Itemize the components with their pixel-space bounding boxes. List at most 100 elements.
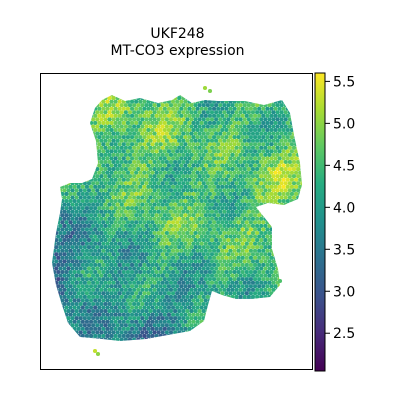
expression-spot	[130, 149, 135, 154]
expression-spot	[146, 120, 151, 125]
expression-spot	[150, 128, 155, 133]
expression-spot	[121, 120, 126, 125]
expression-spot	[91, 124, 96, 129]
expression-spot	[220, 113, 225, 118]
expression-spot	[218, 138, 223, 143]
expression-spot	[160, 138, 165, 143]
expression-spot	[203, 149, 208, 154]
expression-spot	[269, 128, 274, 133]
expression-spot	[246, 124, 251, 129]
expression-spot	[158, 149, 163, 154]
expression-spot	[115, 110, 120, 115]
expression-spot	[164, 152, 169, 157]
expression-spot	[228, 128, 233, 133]
expression-spot	[99, 117, 104, 122]
expression-spot	[281, 142, 286, 147]
expression-spot	[230, 124, 235, 129]
expression-spot	[95, 138, 100, 143]
expression-spot	[218, 131, 223, 136]
expression-spot	[201, 124, 206, 129]
expression-spot	[101, 106, 106, 111]
expression-spot	[193, 110, 198, 115]
expression-spot	[138, 106, 143, 111]
expression-spot	[168, 138, 174, 143]
expression-spot	[246, 103, 251, 108]
expression-spot	[271, 110, 276, 115]
expression-spot	[107, 152, 112, 157]
expression-spot	[253, 113, 258, 118]
expression-spot	[164, 124, 169, 129]
expression-spot	[121, 113, 126, 118]
expression-spot	[166, 113, 171, 118]
expression-spot	[101, 135, 106, 140]
expression-spot	[164, 131, 169, 136]
expression-spot	[125, 113, 130, 118]
expression-spot	[207, 106, 212, 111]
expression-spot	[111, 152, 116, 157]
colorbar-tick-label: 4.0	[333, 200, 355, 216]
expression-spot	[187, 120, 192, 125]
expression-spot	[189, 138, 194, 143]
expression-spot	[238, 138, 243, 143]
expression-spot	[242, 117, 247, 122]
expression-spot	[195, 142, 200, 147]
expression-spot	[179, 99, 184, 104]
expression-spot	[279, 131, 284, 136]
expression-spot	[156, 103, 161, 108]
expression-spot	[212, 135, 217, 140]
expression-spot	[136, 138, 141, 143]
expression-spot	[179, 149, 184, 154]
expression-spot	[234, 131, 239, 136]
expression-spot	[218, 124, 223, 129]
expression-spot	[119, 138, 124, 143]
expression-spot	[265, 113, 270, 118]
expression-spot	[138, 142, 143, 147]
expression-spot	[261, 106, 266, 111]
expression-spot	[125, 120, 130, 125]
expression-spot	[244, 128, 249, 133]
expression-spot	[273, 142, 278, 147]
expression-spot	[281, 113, 286, 118]
expression-spot	[117, 142, 122, 147]
expression-spot	[185, 110, 190, 115]
expression-spot	[207, 128, 212, 133]
expression-spot	[154, 149, 159, 154]
expression-spot	[162, 128, 167, 133]
expression-spot	[273, 128, 278, 133]
expression-spot	[105, 149, 110, 154]
expression-spot	[136, 152, 141, 157]
expression-spot	[117, 113, 122, 118]
expression-spot	[93, 128, 98, 133]
expression-spot	[99, 145, 104, 150]
expression-spot	[101, 149, 106, 154]
expression-spot	[156, 110, 161, 115]
expression-spot	[222, 145, 227, 150]
tissue-scatter-plot	[52, 85, 302, 357]
expression-spot	[242, 131, 247, 136]
expression-spot	[113, 149, 118, 154]
expression-spot	[134, 106, 139, 111]
expression-spot	[177, 124, 182, 129]
expression-spot	[181, 138, 186, 143]
expression-spot	[291, 145, 297, 150]
expression-spot	[179, 128, 184, 133]
expression-spot	[101, 120, 106, 125]
expression-spot	[160, 110, 165, 115]
expression-spot	[185, 117, 190, 122]
expression-spot	[162, 149, 167, 154]
expression-spot	[232, 149, 237, 154]
expression-spot	[267, 138, 272, 143]
expression-spot	[127, 145, 133, 150]
expression-spot	[119, 131, 124, 136]
expression-spot	[173, 110, 178, 115]
colorbar-tick-label: 3.0	[333, 284, 355, 300]
expression-spot	[253, 135, 258, 140]
expression-spot	[255, 138, 260, 143]
expression-spot	[154, 142, 159, 147]
expression-spot	[209, 124, 215, 129]
expression-spot	[236, 142, 241, 147]
expression-spot	[287, 124, 292, 129]
expression-spot	[127, 152, 133, 157]
expression-spot	[287, 145, 292, 150]
expression-spot	[232, 113, 237, 118]
